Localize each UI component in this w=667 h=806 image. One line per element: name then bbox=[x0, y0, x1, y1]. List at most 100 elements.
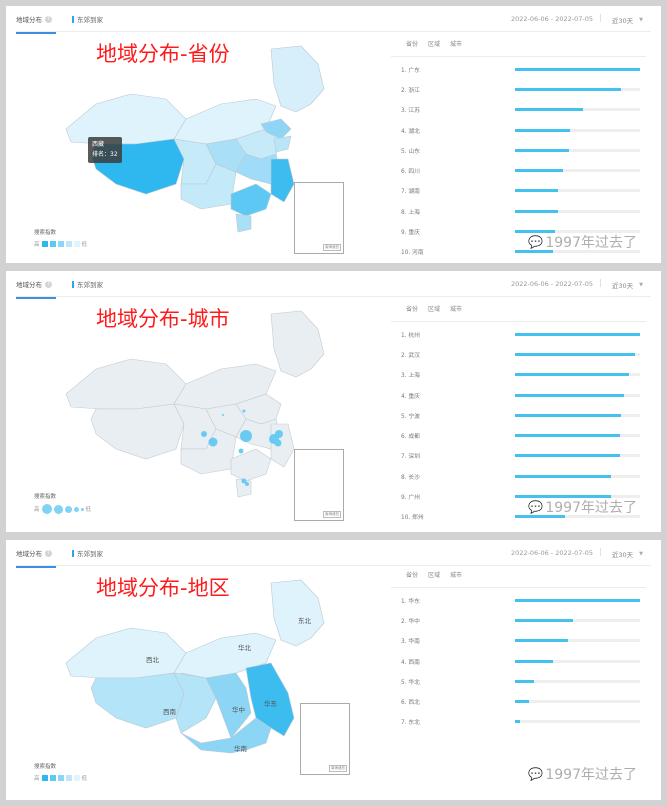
tab-bar: 地域分布 ? 东郊到家 2022-06-06 - 2022-07-05 近30天… bbox=[16, 271, 651, 299]
ranking-bar-fill bbox=[515, 474, 612, 478]
ranking-row[interactable]: 7. 深圳 bbox=[391, 446, 646, 466]
ranking-bar-track bbox=[515, 434, 640, 438]
ranking-bar-fill bbox=[515, 720, 520, 724]
ranking-row[interactable]: 4. 西南 bbox=[391, 651, 646, 671]
ranking-bar-fill bbox=[515, 148, 569, 152]
ranking-row[interactable]: 5. 山东 bbox=[391, 140, 646, 160]
ranking-row[interactable]: 10. 郑州 bbox=[391, 507, 646, 527]
ranking-bar-fill bbox=[515, 413, 622, 417]
ranking-row[interactable]: 2. 武汉 bbox=[391, 344, 646, 364]
region-panel: 地域分布 ? 东郊到家 2022-06-06 - 2022-07-05 近30天… bbox=[6, 540, 661, 800]
tab-province[interactable]: 省份 bbox=[406, 572, 419, 579]
tab-province[interactable]: 省份 bbox=[406, 41, 419, 48]
wechat-icon: 💬 bbox=[528, 500, 544, 514]
ranking-bar-track bbox=[515, 598, 640, 602]
ranking-row[interactable]: 6. 四川 bbox=[391, 160, 646, 180]
ranking-row[interactable]: 9. 重庆 bbox=[391, 221, 646, 241]
ranking-row[interactable]: 7. 东北 bbox=[391, 712, 646, 732]
ranking-bar-track bbox=[515, 679, 640, 683]
brand-keyword[interactable]: 东郊到家 bbox=[72, 14, 103, 24]
ranking-row[interactable]: 2. 华中 bbox=[391, 610, 646, 630]
ranking-row[interactable]: 6. 西北 bbox=[391, 691, 646, 711]
ranking-row[interactable]: 1. 广东 bbox=[391, 59, 646, 79]
date-range[interactable]: 2022-06-06 - 2022-07-05 bbox=[510, 280, 593, 288]
ranking-row[interactable]: 7. 湖南 bbox=[391, 181, 646, 201]
ranking-row[interactable]: 4. 湖北 bbox=[391, 120, 646, 140]
ranking-row[interactable]: 1. 华东 bbox=[391, 590, 646, 610]
tab-city[interactable]: 城市 bbox=[450, 572, 463, 579]
ranking-row[interactable]: 1. 杭州 bbox=[391, 324, 646, 344]
ranking-bar-track bbox=[515, 87, 640, 91]
tab-province[interactable]: 省份 bbox=[406, 306, 419, 313]
ranking-label: 2. 浙江 bbox=[401, 87, 420, 94]
province-panel: 地域分布 ? 东郊到家 2022-06-06 - 2022-07-05 近30天… bbox=[6, 6, 661, 263]
period-select[interactable]: 近30天 ▼ bbox=[611, 551, 643, 559]
chevron-down-icon: ▼ bbox=[639, 282, 643, 288]
tab-city[interactable]: 城市 bbox=[450, 306, 463, 313]
ranking-row[interactable]: 2. 浙江 bbox=[391, 79, 646, 99]
map-legend: 搜索指数 高 低 bbox=[34, 764, 88, 782]
tab-region-distribution[interactable]: 地域分布 ? bbox=[16, 548, 56, 568]
ranking-bar-fill bbox=[515, 352, 635, 356]
ranking-label: 2. 华中 bbox=[401, 618, 420, 625]
ranking-bar-fill bbox=[515, 700, 529, 704]
ranking-bar-track bbox=[515, 169, 640, 173]
ranking-row[interactable]: 4. 重庆 bbox=[391, 385, 646, 405]
watermark: 💬 1997年过去了 bbox=[528, 767, 637, 783]
date-range[interactable]: 2022-06-06 - 2022-07-05 bbox=[510, 549, 593, 557]
ranking-row[interactable]: 5. 华北 bbox=[391, 671, 646, 691]
brand-keyword[interactable]: 东郊到家 bbox=[72, 279, 103, 289]
ranking-bar-track bbox=[515, 373, 640, 377]
tab-region-distribution[interactable]: 地域分布 ? bbox=[16, 14, 56, 34]
tab-area[interactable]: 区域 bbox=[428, 306, 441, 313]
ranking-bar-fill bbox=[515, 434, 620, 438]
ranking-label: 4. 重庆 bbox=[401, 393, 420, 400]
ranking-bar-track bbox=[515, 189, 640, 193]
ranking-bar-fill bbox=[515, 515, 565, 519]
brand-color-marker bbox=[72, 15, 74, 23]
ranking-bar-fill bbox=[515, 393, 624, 397]
map-tooltip: 西藏 排名：32 bbox=[88, 137, 122, 163]
map-label-dongbei: 东北 bbox=[298, 617, 311, 625]
map-label-huanan: 华南 bbox=[234, 745, 247, 753]
chevron-down-icon: ▼ bbox=[639, 551, 643, 557]
ranking-bar-track bbox=[515, 67, 640, 71]
ranking-row[interactable]: 8. 上海 bbox=[391, 201, 646, 221]
watermark: 💬 1997年过去了 bbox=[528, 235, 637, 251]
ranking-bar-fill bbox=[515, 618, 573, 622]
ranking-label: 6. 西北 bbox=[401, 700, 420, 707]
period-select[interactable]: 近30天 ▼ bbox=[611, 282, 643, 290]
ranking-bar-fill bbox=[515, 209, 558, 213]
period-select[interactable]: 近30天 ▼ bbox=[611, 17, 643, 25]
ranking-bar-fill bbox=[515, 639, 568, 643]
legend-swatch bbox=[65, 241, 72, 247]
help-icon[interactable]: ? bbox=[45, 15, 52, 23]
ranking-row[interactable]: 3. 江苏 bbox=[391, 100, 646, 120]
rank-tabs: 省份 区域 城市 bbox=[391, 570, 646, 588]
ranking-label: 4. 湖北 bbox=[401, 128, 420, 135]
ranking-row[interactable]: 6. 成都 bbox=[391, 425, 646, 445]
tab-area[interactable]: 区域 bbox=[428, 572, 441, 579]
legend-swatch bbox=[41, 241, 48, 247]
help-icon[interactable]: ? bbox=[45, 280, 52, 288]
ranking-row[interactable]: 10. 河南 bbox=[391, 242, 646, 262]
tab-region-distribution[interactable]: 地域分布 ? bbox=[16, 279, 56, 299]
map-label-huazhong: 华中 bbox=[232, 706, 245, 714]
ranking-row[interactable]: 3. 华南 bbox=[391, 631, 646, 651]
map-legend: 搜索指数 高 低 bbox=[34, 230, 88, 248]
date-range[interactable]: 2022-06-06 - 2022-07-05 bbox=[510, 15, 593, 23]
tab-area[interactable]: 区域 bbox=[428, 41, 441, 48]
china-region-map[interactable] bbox=[56, 578, 356, 793]
tab-city[interactable]: 城市 bbox=[450, 41, 463, 48]
ranking-row[interactable]: 8. 长沙 bbox=[391, 466, 646, 486]
help-icon[interactable]: ? bbox=[45, 549, 52, 557]
map-legend: 搜索指数 高 低 bbox=[34, 494, 92, 514]
legend-swatch bbox=[41, 775, 48, 781]
ranking-row[interactable]: 3. 上海 bbox=[391, 365, 646, 385]
south-china-sea-inset: 南海诸岛 bbox=[294, 182, 344, 254]
ranking-row[interactable]: 5. 宁波 bbox=[391, 405, 646, 425]
china-city-map[interactable] bbox=[56, 309, 356, 524]
ranking-row[interactable]: 9. 广州 bbox=[391, 486, 646, 506]
brand-keyword[interactable]: 东郊到家 bbox=[72, 548, 103, 558]
ranking-label: 1. 华东 bbox=[401, 598, 420, 605]
